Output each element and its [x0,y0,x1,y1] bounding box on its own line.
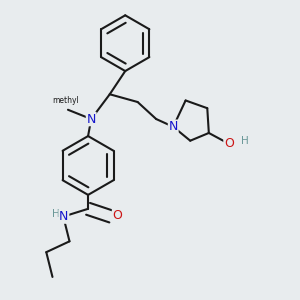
Text: methyl: methyl [52,96,79,105]
Text: N: N [86,112,96,125]
Text: H: H [52,209,60,219]
Text: N: N [59,210,69,223]
Text: O: O [224,137,234,150]
Text: O: O [112,209,122,222]
Text: N: N [169,120,178,133]
Text: H: H [241,136,248,146]
